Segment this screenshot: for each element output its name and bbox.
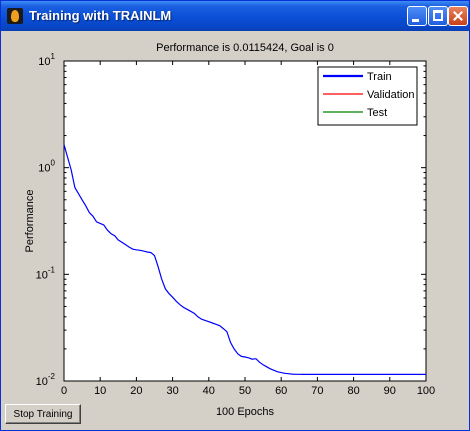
close-icon [449, 7, 467, 25]
y-tick-base: 10 [38, 56, 50, 68]
x-axis-label: 100 Epochs [216, 406, 275, 418]
x-tick-label: 80 [347, 385, 359, 397]
legend: Train Validation Test [317, 66, 418, 126]
legend-label-train: Train [367, 71, 392, 83]
chart-title: Performance is 0.0115424, Goal is 0 [156, 42, 334, 54]
matlab-icon [7, 8, 23, 24]
figure-client-area: Performance is 0.0115424, Goal is 0 0 10 2… [1, 31, 469, 430]
minimize-button[interactable] [407, 6, 427, 26]
y-tick-base: 10 [36, 376, 48, 388]
x-tick-label: 60 [275, 385, 287, 397]
maximize-button[interactable] [428, 6, 448, 26]
y-tick-label: 10-1 [36, 265, 56, 281]
title-bar[interactable]: Training with TRAINLM [1, 1, 469, 31]
x-tick-label: 20 [130, 385, 142, 397]
window-title: Training with TRAINLM [29, 8, 172, 23]
minimize-icon [412, 19, 419, 22]
series-line-train [63, 144, 426, 375]
x-tick-label: 70 [311, 385, 323, 397]
x-tick-label: 90 [384, 385, 396, 397]
y-tick-label: 100 [38, 159, 55, 175]
y-tick-label: 10-2 [36, 372, 56, 388]
y-tick-exponent: 1 [51, 52, 56, 61]
x-tick-label: 0 [61, 385, 67, 397]
x-tick-label: 100 [417, 385, 435, 397]
x-tick-label: 30 [166, 385, 178, 397]
legend-label-test: Test [367, 107, 387, 119]
y-tick-exponent: -2 [48, 372, 56, 381]
close-button[interactable] [448, 6, 468, 26]
series-lines [63, 144, 426, 375]
y-axis-label: Performance [24, 190, 36, 253]
maximize-icon [433, 10, 443, 21]
performance-chart: Performance is 0.0115424, Goal is 0 0 10 2… [24, 42, 435, 418]
x-tick-label: 50 [239, 385, 251, 397]
y-tick-exponent: 0 [51, 159, 56, 168]
legend-label-validation: Validation [367, 89, 415, 101]
x-tick-label: 40 [203, 385, 215, 397]
y-tick-exponent: -1 [48, 265, 56, 274]
y-tick-base: 10 [36, 269, 48, 281]
x-axis: 0 10 20 30 40 50 60 70 80 90 100 [61, 61, 435, 397]
x-tick-label: 10 [94, 385, 106, 397]
y-tick-label: 101 [38, 52, 55, 68]
y-tick-base: 10 [38, 163, 50, 175]
stop-training-button[interactable]: Stop Training [5, 404, 81, 424]
